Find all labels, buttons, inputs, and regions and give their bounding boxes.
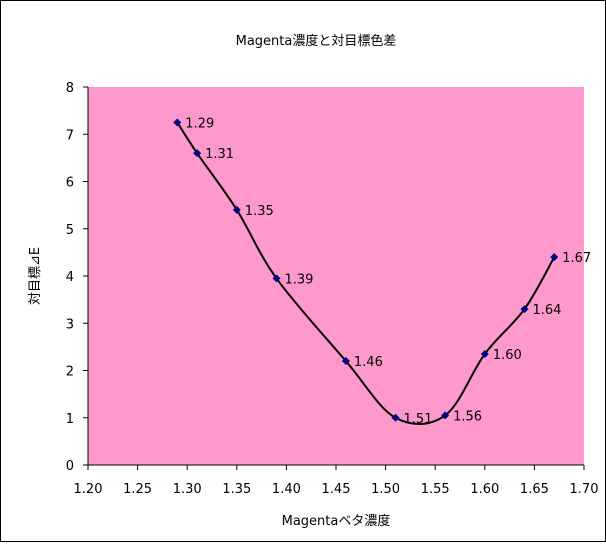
x-tick-label: 1.35 bbox=[222, 482, 251, 497]
y-tick-label: 8 bbox=[66, 81, 74, 96]
y-tick-label: 5 bbox=[66, 223, 74, 238]
data-label: 1.46 bbox=[354, 355, 383, 370]
x-tick-label: 1.50 bbox=[371, 482, 400, 497]
y-axis-label: 対目標⊿E bbox=[28, 247, 43, 305]
data-point bbox=[550, 253, 559, 262]
data-label: 1.31 bbox=[205, 147, 234, 162]
y-tick-label: 0 bbox=[66, 459, 74, 474]
x-tick-label: 1.70 bbox=[570, 482, 599, 497]
x-tick-label: 1.40 bbox=[272, 482, 301, 497]
y-tick-label: 2 bbox=[66, 365, 74, 380]
data-label: 1.29 bbox=[185, 116, 214, 131]
data-point bbox=[341, 357, 350, 366]
y-tick-label: 7 bbox=[66, 128, 74, 143]
plot-area bbox=[88, 87, 584, 465]
data-label: 1.51 bbox=[404, 412, 433, 427]
data-point bbox=[480, 349, 489, 358]
y-tick-label: 1 bbox=[66, 412, 74, 427]
data-point bbox=[441, 411, 450, 420]
data-point bbox=[391, 413, 400, 422]
y-tick-label: 3 bbox=[66, 317, 74, 332]
y-tick-label: 4 bbox=[66, 270, 74, 285]
trend-curve bbox=[176, 121, 556, 425]
data-point bbox=[520, 305, 529, 314]
data-label: 1.67 bbox=[562, 251, 591, 266]
data-label: 1.39 bbox=[284, 272, 313, 287]
data-label: 1.56 bbox=[453, 409, 482, 424]
x-tick-label: 1.20 bbox=[74, 482, 103, 497]
x-tick-label: 1.25 bbox=[123, 482, 152, 497]
data-point bbox=[173, 118, 182, 127]
x-tick-label: 1.60 bbox=[470, 482, 499, 497]
x-tick-label: 1.55 bbox=[421, 482, 450, 497]
data-point bbox=[272, 274, 281, 283]
data-label: 1.64 bbox=[532, 303, 561, 318]
data-label: 1.35 bbox=[245, 204, 274, 219]
x-tick-label: 1.45 bbox=[322, 482, 351, 497]
data-point bbox=[232, 205, 241, 214]
x-tick-label: 1.65 bbox=[520, 482, 549, 497]
x-axis-label: Magentaベタ濃度 bbox=[282, 513, 391, 529]
y-tick-label: 6 bbox=[66, 176, 74, 191]
x-tick-label: 1.30 bbox=[173, 482, 202, 497]
data-point bbox=[193, 149, 202, 158]
data-label: 1.60 bbox=[493, 348, 522, 363]
chart-title: Magenta濃度と対目標色差 bbox=[236, 33, 397, 49]
